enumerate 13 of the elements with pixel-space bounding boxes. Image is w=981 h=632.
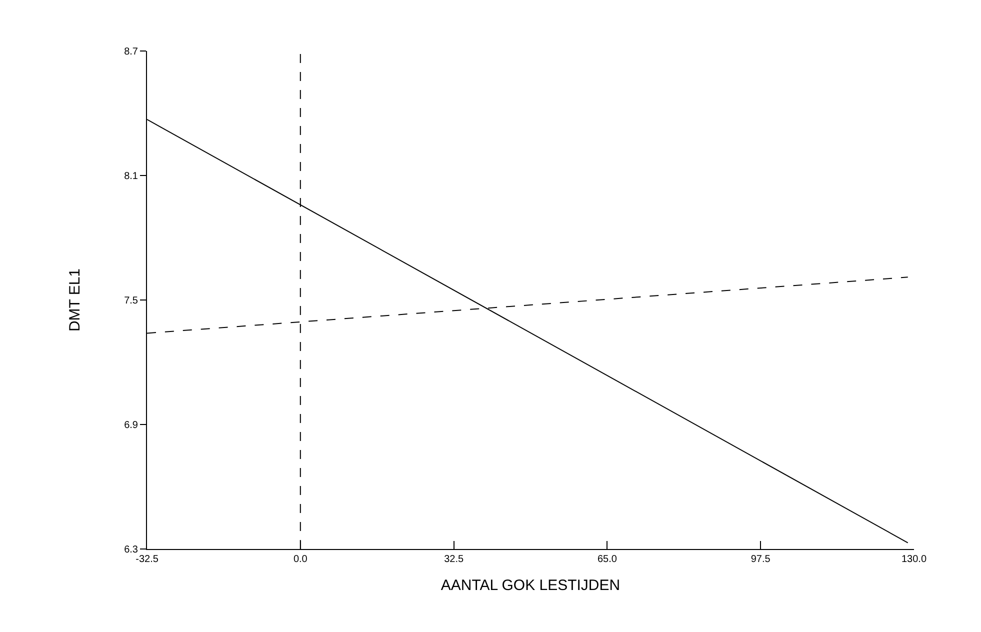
y-axis-title: DMT EL1 [66, 268, 84, 332]
y-tick-label: 8.1 [124, 171, 138, 182]
x-tick-label: 130.0 [901, 554, 927, 565]
x-tick-label: -32.5 [136, 554, 159, 565]
y-tick-label: 6.3 [124, 544, 138, 556]
x-tick-label: 32.5 [444, 554, 464, 565]
x-tick-label: 0.0 [293, 554, 308, 565]
x-tick-label: 65.0 [597, 554, 618, 565]
y-tick-label: 7.5 [124, 296, 138, 306]
y-tick-label: 6.9 [124, 420, 138, 431]
x-axis-title: AANTAL GOK LESTIJDEN [440, 577, 620, 594]
y-tick-label: 8.7 [124, 46, 138, 58]
x-tick-label: 97.5 [750, 554, 771, 565]
